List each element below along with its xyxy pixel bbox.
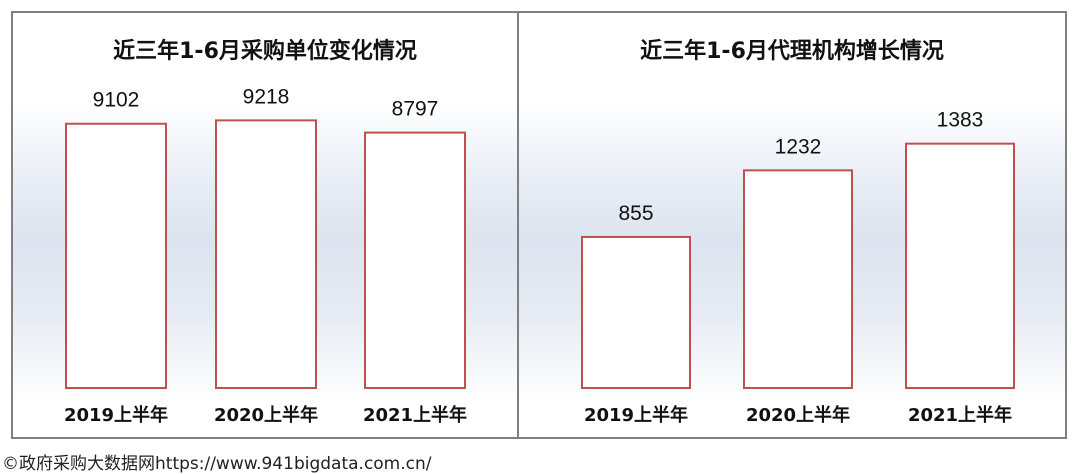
x-tick-label: 2020上半年 (214, 404, 318, 426)
bar (905, 142, 1015, 389)
data-label: 855 (618, 202, 653, 225)
bar (65, 122, 167, 390)
chart-title-left: 近三年1-6月采购单位变化情况 (113, 39, 417, 64)
chart-title-right: 近三年1-6月代理机构增长情况 (640, 39, 944, 64)
chart-panel-left: 近三年1-6月采购单位变化情况 9102 2019上半年 9218 2020上半年 87… (11, 11, 519, 439)
data-label: 9218 (243, 85, 290, 108)
chart-panel-right: 近三年1-6月代理机构增长情况 855 2019上半年 1232 2020上半年 138… (517, 11, 1067, 439)
data-label: 9102 (93, 89, 140, 112)
x-tick-label: 2019上半年 (64, 404, 168, 426)
bar (581, 235, 691, 389)
source-credit: ©政府采购大数据网https://www.941bigdata.com.cn/ (2, 454, 432, 474)
x-tick-label: 2019上半年 (584, 404, 688, 426)
bar (364, 131, 466, 389)
data-label: 1383 (937, 109, 984, 132)
x-tick-label: 2021上半年 (908, 404, 1012, 426)
bar-plot-left: 9102 2019上半年 9218 2020上半年 8797 2021上半年 (64, 85, 467, 426)
data-label: 1232 (775, 135, 822, 158)
bar-plot-right: 855 2019上半年 1232 2020上半年 1383 2021上半年 (581, 109, 1015, 426)
data-label: 8797 (392, 98, 439, 121)
bar (743, 169, 853, 389)
x-tick-label: 2020上半年 (746, 404, 850, 426)
bar (215, 119, 317, 389)
x-tick-label: 2021上半年 (363, 404, 467, 426)
